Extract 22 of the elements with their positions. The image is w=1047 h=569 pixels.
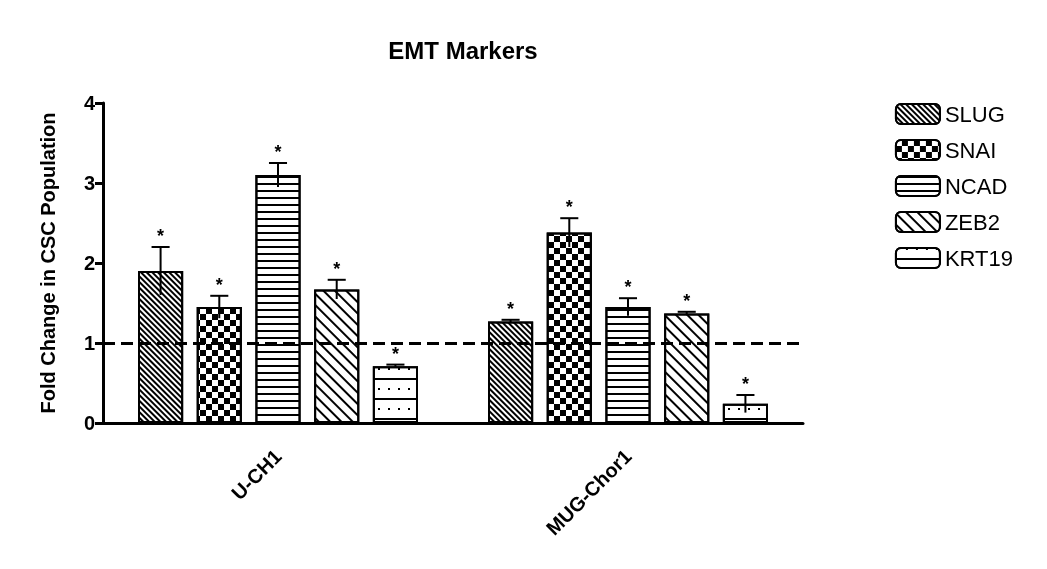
legend-label: SNAI <box>944 137 997 163</box>
data-label: * <box>624 277 632 298</box>
legend-label: NCAD <box>944 173 1008 199</box>
data-label: * <box>741 374 749 394</box>
y-tick-label: 3 <box>83 172 95 194</box>
chart-title: EMT Markers <box>388 36 538 64</box>
legend-label: KRT19 <box>944 245 1013 271</box>
y-tick-label: 2 <box>83 252 95 274</box>
y-tick-label: 0 <box>83 412 95 434</box>
data-label: * <box>507 298 515 319</box>
data-label: * <box>565 197 573 218</box>
data-label: * <box>391 343 399 364</box>
legend-label: SLUG <box>944 101 1005 127</box>
data-label: * <box>274 142 282 162</box>
data-label: * <box>333 258 341 279</box>
data-label: * <box>683 290 691 311</box>
data-label: * <box>215 274 223 295</box>
y-axis-title: Fold Change in CSC Population <box>37 112 59 414</box>
y-tick-label: 4 <box>83 92 96 114</box>
data-label: * <box>157 226 165 246</box>
legend-label: ZEB2 <box>944 209 1000 235</box>
y-tick-label: 1 <box>83 332 95 354</box>
